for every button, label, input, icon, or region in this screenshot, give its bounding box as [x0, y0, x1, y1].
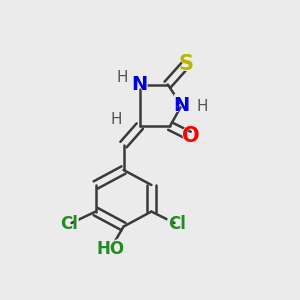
Text: S: S — [177, 52, 195, 76]
Text: H: H — [111, 112, 122, 127]
Text: Cl: Cl — [168, 215, 186, 233]
Text: Cl: Cl — [58, 214, 80, 234]
Text: O: O — [182, 127, 200, 146]
Text: O: O — [180, 124, 202, 148]
Text: H: H — [197, 99, 208, 114]
Text: N: N — [172, 93, 191, 117]
Text: Cl: Cl — [166, 214, 188, 234]
Text: H: H — [114, 68, 130, 87]
Text: S: S — [179, 54, 194, 74]
Text: N: N — [132, 75, 148, 94]
Text: HO: HO — [93, 238, 128, 259]
Text: Cl: Cl — [60, 215, 78, 233]
Text: HO: HO — [97, 239, 125, 257]
Text: N: N — [173, 96, 190, 115]
Text: H: H — [194, 97, 211, 116]
Text: H: H — [117, 70, 128, 85]
Text: H: H — [108, 110, 125, 129]
Text: N: N — [130, 73, 150, 97]
